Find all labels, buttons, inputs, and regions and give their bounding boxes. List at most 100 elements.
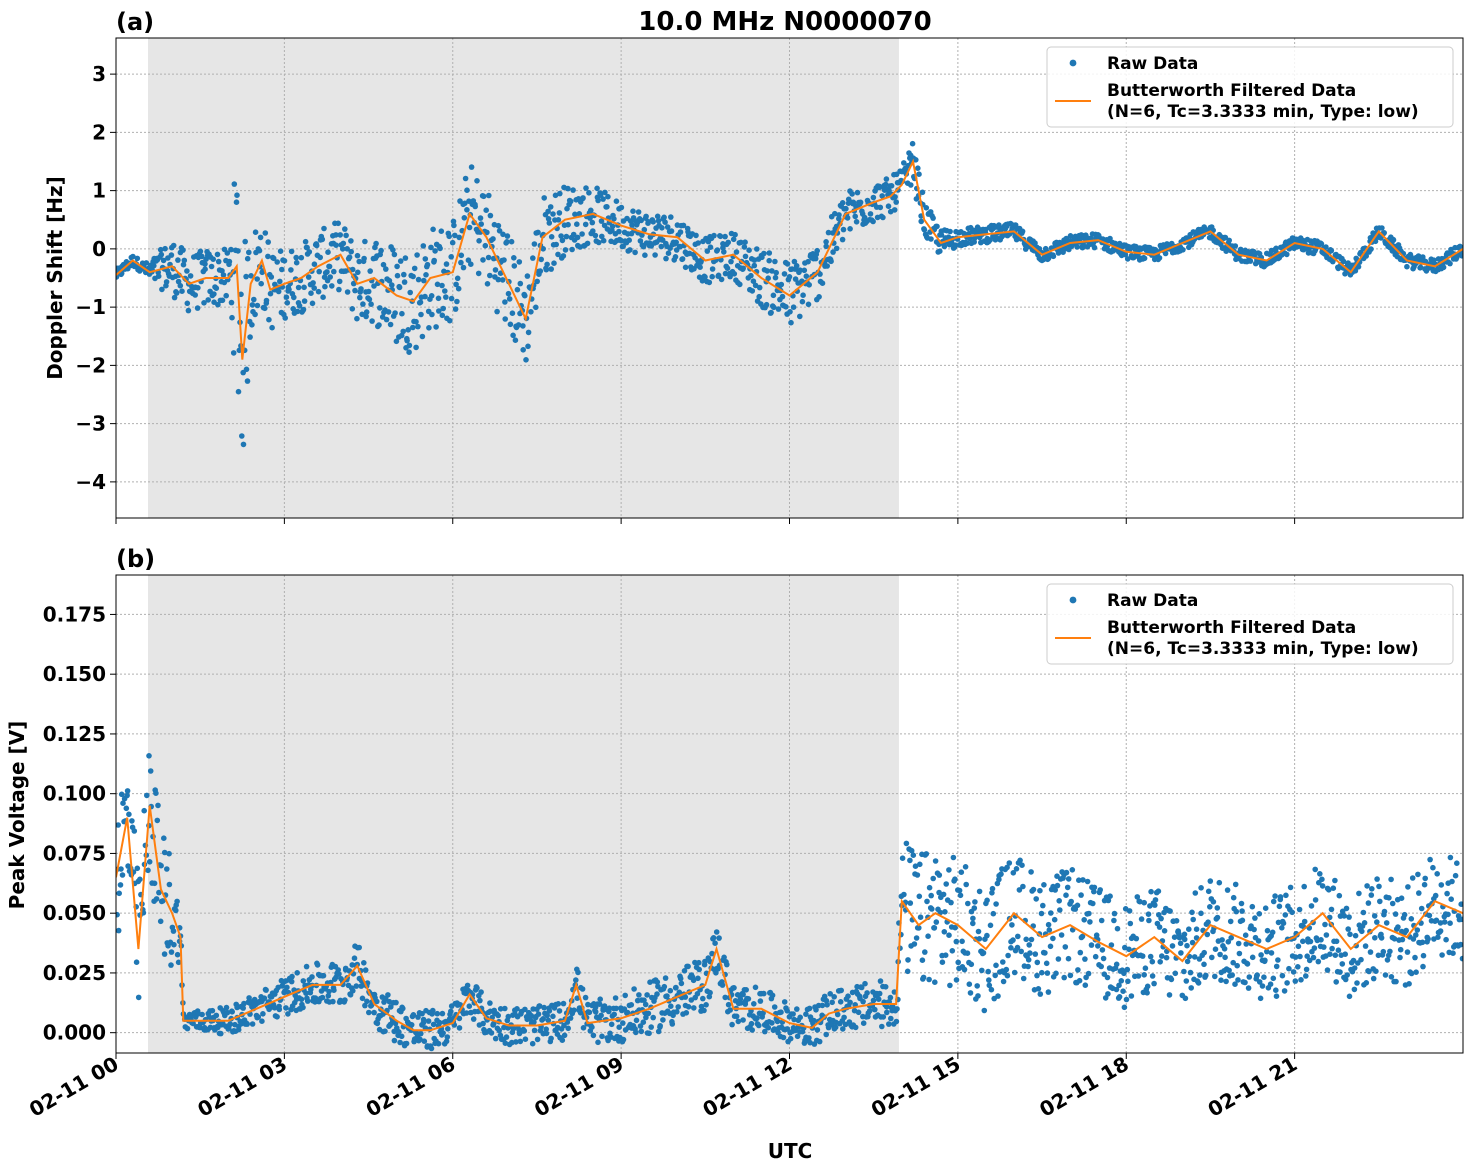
panel-a-raw-point [1056,239,1063,246]
panel-a-raw-point [880,214,886,221]
panel-b-y-tick-label: 0.025 [43,961,106,985]
panel-a-raw-point [530,255,536,261]
panel-b-raw-point [1034,959,1041,966]
panel-b-raw-point [1403,927,1409,934]
panel-a-raw-point [486,192,492,199]
panel-a-raw-point [1355,264,1362,270]
panel-b-raw-point [882,984,889,990]
panel-a-raw-point [281,258,288,264]
panel-b-raw-point [1437,920,1444,926]
panel-b-raw-point [1155,888,1162,894]
panel-b-raw-point [633,1017,640,1024]
panel-b-raw-point [1336,892,1343,899]
panel-b-raw-point [1099,947,1106,953]
panel-b-raw-point [124,788,131,794]
panel-a-raw-point [742,239,748,245]
panel-a-raw-point [363,313,369,320]
panel-a-raw-point [155,273,162,280]
panel-b-raw-point [1062,944,1069,950]
panel-b-raw-point [1159,953,1165,959]
panel-b-raw-point [1218,977,1224,983]
panel-b-raw-point [478,989,484,995]
panel-b-raw-point [1330,885,1337,891]
panel-b-raw-point [811,1017,817,1024]
panel-b-raw-point [1351,986,1358,993]
panel-b-raw-point [1151,980,1157,987]
panel-b-shaded-interval [147,575,899,1053]
panel-a-raw-point [1032,240,1038,246]
panel-a-raw-point [277,278,283,285]
panel-b-raw-point [943,881,949,887]
panel-b-raw-point [573,977,579,983]
panel-b-raw-point [1234,962,1240,969]
panel-b-raw-point [771,1026,778,1032]
panel-b-raw-point [1222,954,1228,961]
panel-b-raw-point [505,1013,512,1020]
panel-b-raw-point [1050,935,1056,942]
panel-b-raw-point [1144,983,1151,990]
panel-b-raw-point [1104,974,1111,981]
panel-b-raw-point [637,1023,644,1029]
panel-b-raw-point [638,1028,645,1035]
panel-b-raw-point [1405,884,1411,890]
panel-b-raw-point [116,822,121,828]
panel-a-raw-point [717,233,724,240]
panel-a-raw-point [766,257,772,264]
panel-b-raw-point [1333,979,1339,985]
panel-a-raw-point [426,325,432,331]
panel-a-raw-point [1328,247,1335,254]
panel-b-raw-point [145,867,151,874]
panel-b-raw-point [1137,898,1143,905]
panel-b-raw-point [1297,953,1303,960]
panel-a-raw-point [415,276,422,283]
panel-a-raw-point [331,268,337,275]
panel-b-raw-point [126,811,132,818]
panel-a-raw-point [725,239,731,246]
panel-b-raw-point [1076,977,1083,984]
panel-b-raw-point [326,988,332,995]
panel-a-raw-point [187,273,194,279]
panel-a-raw-point [344,289,351,295]
panel-b-raw-point [146,859,153,865]
panel-b-raw-point [986,982,993,989]
panel-b-raw-point [807,1039,813,1046]
panel-a-raw-point [664,224,671,230]
panel-a-raw-point [548,266,554,272]
panel-a-raw-point [913,157,919,163]
panel-b-raw-point [1264,948,1270,955]
panel-a-raw-point [215,258,222,265]
panel-b-raw-point [1027,950,1033,956]
panel-b-raw-point [1259,983,1266,989]
panel-b-raw-point [548,1035,554,1042]
panel-b-y-axis-title: Peak Voltage [V] [5,721,29,910]
panel-b-raw-point [860,1020,867,1026]
panel-a-raw-point [293,259,300,266]
panel-a-raw-point [468,164,475,170]
panel-a-raw-point [431,257,438,264]
panel-b-raw-point [1207,878,1214,884]
panel-b-raw-point [703,1002,709,1008]
panel-a-raw-point [151,262,157,269]
panel-a-raw-point [268,274,275,280]
panel-a-raw-point [389,282,395,288]
panel-b-raw-point [571,1007,577,1013]
panel-b-raw-point [1454,860,1460,866]
panel-a-raw-point [157,246,164,253]
panel-a-raw-point [304,244,310,251]
panel-a-raw-point [668,228,675,234]
panel-b-raw-point [1315,958,1322,965]
panel-a-raw-point [394,272,401,279]
panel-b-raw-point [1084,878,1091,885]
panel-b-raw-point [385,992,391,998]
panel-b-raw-point [1068,898,1074,905]
panel-b-raw-point [1382,972,1389,978]
panel-a-raw-point [565,185,571,192]
panel-a-raw-point [254,302,261,309]
panel-a-raw-point [283,294,290,301]
panel-a-raw-point [393,338,400,345]
panel-a-raw-point [893,199,899,205]
panel-a-raw-point [833,245,840,252]
panel-b-raw-point [733,1013,740,1020]
panel-a-raw-point [1363,253,1369,259]
panel-a-raw-point [462,175,469,182]
